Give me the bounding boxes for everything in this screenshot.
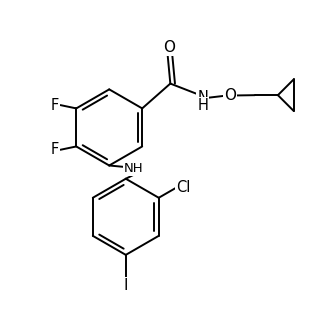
Text: O: O — [163, 40, 175, 55]
Text: Cl: Cl — [176, 180, 190, 195]
Text: F: F — [50, 142, 59, 157]
Text: F: F — [50, 98, 59, 113]
Text: O: O — [224, 88, 236, 103]
Text: I: I — [123, 278, 128, 293]
Text: NH: NH — [124, 162, 144, 175]
Text: H: H — [197, 98, 208, 113]
Text: N: N — [197, 90, 208, 105]
